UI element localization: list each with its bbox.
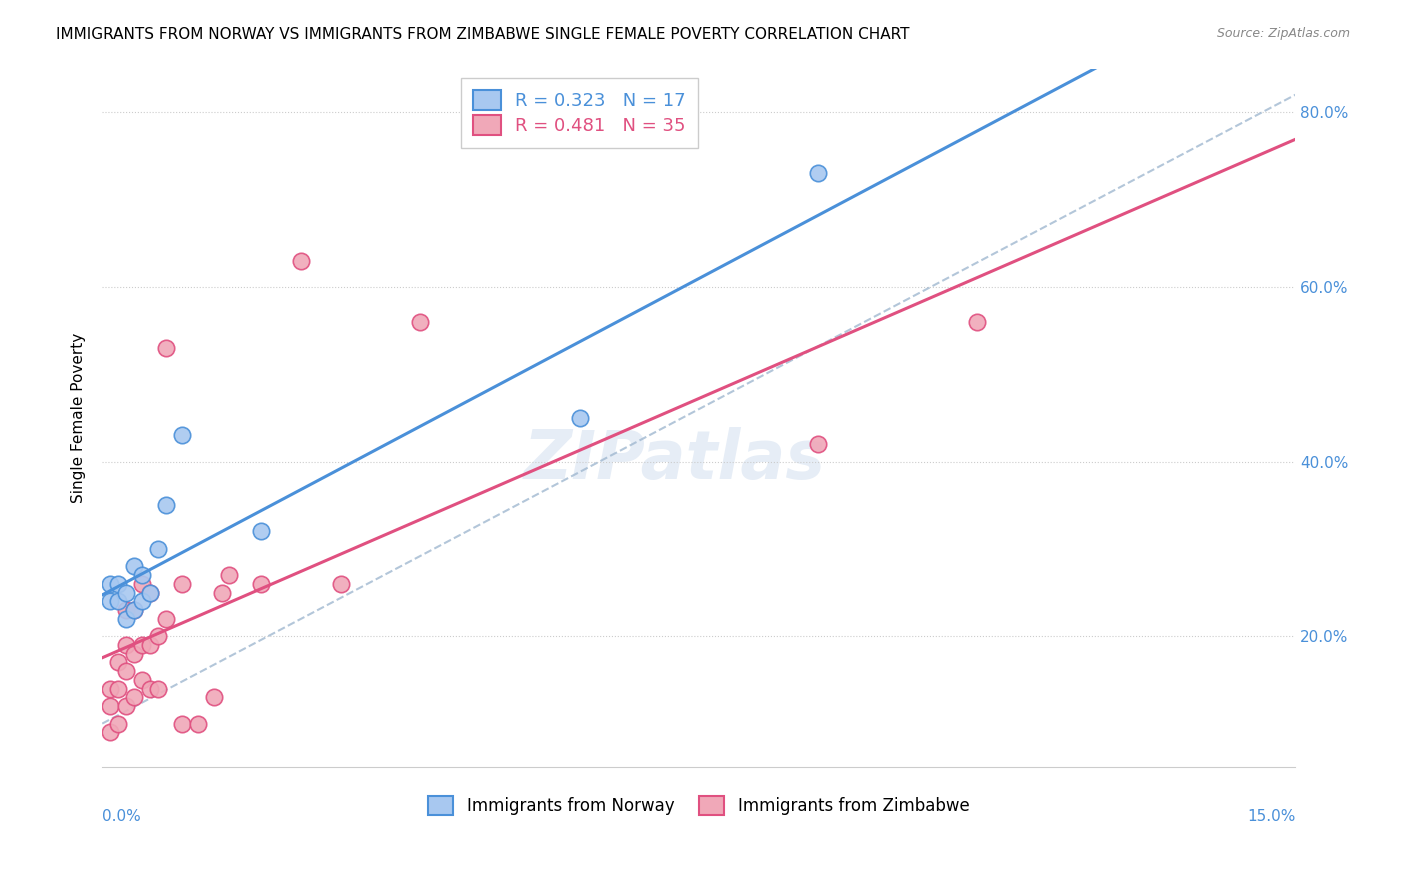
Point bbox=[98, 699, 121, 714]
Point bbox=[98, 577, 121, 591]
Point bbox=[107, 656, 129, 670]
Point bbox=[122, 647, 145, 661]
Point bbox=[146, 541, 169, 556]
Point bbox=[131, 673, 153, 687]
Point bbox=[146, 629, 169, 643]
Point bbox=[139, 638, 162, 652]
Point bbox=[139, 585, 162, 599]
Point bbox=[250, 577, 273, 591]
Text: ZIPatlas: ZIPatlas bbox=[524, 426, 825, 492]
Point bbox=[290, 253, 312, 268]
Point bbox=[211, 585, 233, 599]
Point bbox=[329, 577, 352, 591]
Point bbox=[107, 594, 129, 608]
Point bbox=[115, 612, 138, 626]
Text: 0.0%: 0.0% bbox=[103, 809, 141, 824]
Text: Source: ZipAtlas.com: Source: ZipAtlas.com bbox=[1216, 27, 1350, 40]
Point bbox=[122, 603, 145, 617]
Legend: Immigrants from Norway, Immigrants from Zimbabwe: Immigrants from Norway, Immigrants from … bbox=[422, 789, 976, 822]
Point bbox=[187, 716, 209, 731]
Point bbox=[115, 638, 138, 652]
Point bbox=[155, 612, 177, 626]
Point bbox=[115, 603, 138, 617]
Point bbox=[115, 585, 138, 599]
Point bbox=[155, 498, 177, 512]
Point bbox=[202, 690, 225, 705]
Point bbox=[122, 603, 145, 617]
Point bbox=[122, 690, 145, 705]
Text: 15.0%: 15.0% bbox=[1247, 809, 1295, 824]
Point bbox=[122, 559, 145, 574]
Point bbox=[131, 638, 153, 652]
Point bbox=[807, 166, 830, 180]
Point bbox=[139, 681, 162, 696]
Point bbox=[250, 524, 273, 539]
Y-axis label: Single Female Poverty: Single Female Poverty bbox=[72, 333, 86, 503]
Point bbox=[807, 437, 830, 451]
Text: IMMIGRANTS FROM NORWAY VS IMMIGRANTS FROM ZIMBABWE SINGLE FEMALE POVERTY CORRELA: IMMIGRANTS FROM NORWAY VS IMMIGRANTS FRO… bbox=[56, 27, 910, 42]
Point bbox=[218, 568, 240, 582]
Point bbox=[107, 577, 129, 591]
Point bbox=[155, 341, 177, 355]
Point bbox=[170, 577, 193, 591]
Point bbox=[146, 681, 169, 696]
Point bbox=[107, 681, 129, 696]
Point bbox=[170, 716, 193, 731]
Point bbox=[115, 699, 138, 714]
Point bbox=[131, 594, 153, 608]
Point bbox=[568, 410, 591, 425]
Point bbox=[98, 594, 121, 608]
Point bbox=[966, 315, 988, 329]
Point bbox=[131, 577, 153, 591]
Point bbox=[170, 428, 193, 442]
Point bbox=[131, 568, 153, 582]
Point bbox=[98, 725, 121, 739]
Point bbox=[409, 315, 432, 329]
Point bbox=[115, 664, 138, 678]
Point bbox=[98, 681, 121, 696]
Point bbox=[107, 716, 129, 731]
Point bbox=[139, 585, 162, 599]
